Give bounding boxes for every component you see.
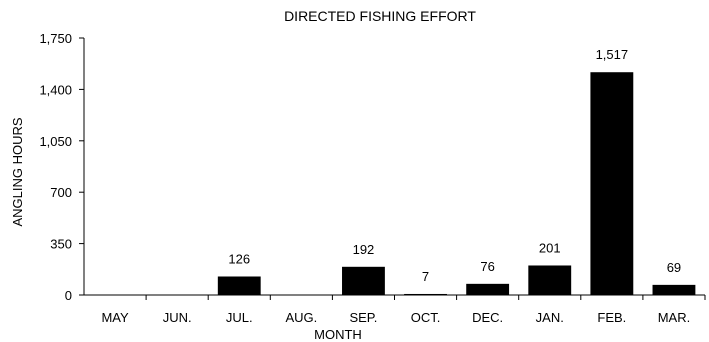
- y-tick-label: 1,400: [39, 82, 72, 97]
- bar: [217, 276, 261, 295]
- x-tick-label: JUN.: [163, 310, 192, 325]
- bar: [652, 284, 696, 295]
- x-tick-label: AUG.: [285, 310, 317, 325]
- data-label: 126: [228, 251, 250, 266]
- bar: [466, 283, 510, 295]
- bar: [528, 265, 572, 295]
- chart-title: DIRECTED FISHING EFFORT: [284, 8, 476, 24]
- y-axis-ticks: 0 350 700 1,050 1,400 1,750: [39, 31, 84, 303]
- y-tick-label: 350: [50, 237, 72, 252]
- y-tick-label: 1,050: [39, 134, 72, 149]
- x-axis-title: MONTH: [314, 327, 362, 342]
- data-label: 7: [422, 269, 429, 284]
- y-tick-label: 0: [65, 288, 72, 303]
- data-label: 201: [539, 240, 561, 255]
- bar: [342, 266, 385, 295]
- x-tick-label: JAN.: [536, 310, 564, 325]
- y-axis-title: ANGLING HOURS: [10, 117, 25, 226]
- x-tick-label: JUL.: [226, 310, 253, 325]
- x-tick-label: SEP.: [349, 310, 377, 325]
- x-tick-label: FEB.: [597, 310, 626, 325]
- y-tick-label: 700: [50, 185, 72, 200]
- x-tick-label: DEC.: [472, 310, 503, 325]
- x-tick-label: MAY: [101, 310, 129, 325]
- x-tick-label: MAR.: [658, 310, 691, 325]
- bar: [590, 72, 634, 295]
- y-tick-label: 1,750: [39, 31, 72, 46]
- x-tick-label: OCT.: [411, 310, 441, 325]
- bar: [404, 293, 447, 295]
- data-label: 76: [480, 259, 494, 274]
- data-label: 69: [667, 260, 681, 275]
- x-axis-tick-labels: MAY JUN. JUL. AUG. SEP. OCT. DEC. JAN. FEB. MAR.: [101, 295, 706, 325]
- data-label: 192: [353, 242, 375, 257]
- data-label: 1,517: [596, 47, 629, 62]
- bars-group: 126 192 7 76 201 1,517 69: [217, 47, 696, 295]
